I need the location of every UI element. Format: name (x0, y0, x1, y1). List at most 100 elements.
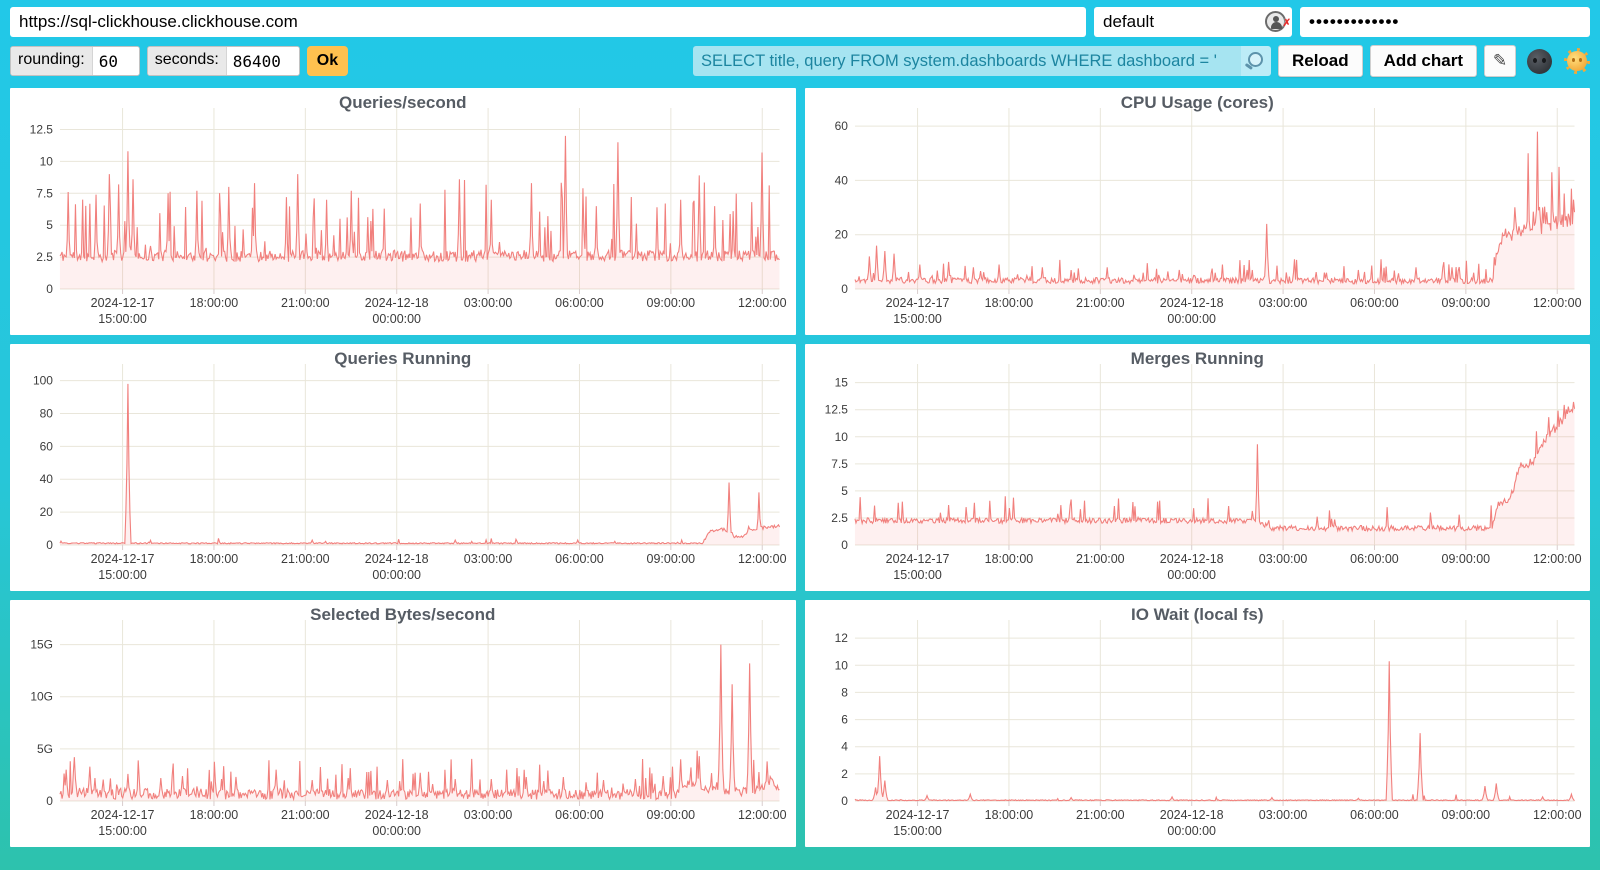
svg-text:03:00:00: 03:00:00 (464, 296, 513, 310)
svg-text:00:00:00: 00:00:00 (372, 824, 421, 838)
controls-toolbar: rounding: seconds: Ok Reload Add chart ✎ (0, 41, 1600, 83)
svg-text:12:00:00: 12:00:00 (1532, 296, 1581, 310)
svg-text:06:00:00: 06:00:00 (555, 296, 604, 310)
svg-text:06:00:00: 06:00:00 (1350, 296, 1399, 310)
svg-text:0: 0 (841, 794, 848, 808)
svg-text:2024-12-17: 2024-12-17 (91, 552, 155, 566)
svg-text:21:00:00: 21:00:00 (1076, 552, 1125, 566)
svg-text:0: 0 (46, 282, 53, 296)
svg-text:03:00:00: 03:00:00 (464, 808, 513, 822)
svg-text:7.5: 7.5 (36, 186, 53, 200)
light-theme-toggle[interactable] (1564, 48, 1590, 74)
svg-text:10: 10 (40, 154, 54, 168)
svg-text:80: 80 (40, 406, 54, 420)
svg-text:18:00:00: 18:00:00 (984, 808, 1033, 822)
svg-text:10: 10 (834, 658, 848, 672)
person-circle-icon[interactable] (1265, 11, 1286, 32)
svg-text:12: 12 (834, 631, 848, 645)
svg-text:4: 4 (841, 740, 848, 754)
svg-text:2: 2 (841, 767, 848, 781)
svg-text:18:00:00: 18:00:00 (190, 296, 239, 310)
server-url-input[interactable] (10, 7, 1086, 37)
chart-canvas[interactable]: 0 2.5 5 7.5 10 12.5 2024-12-17 15:00:00 18:00:00… (10, 88, 796, 335)
svg-text:12:00:00: 12:00:00 (1532, 552, 1581, 566)
svg-text:00:00:00: 00:00:00 (1167, 568, 1216, 582)
svg-text:20: 20 (40, 505, 54, 519)
chart-title: Queries/second (338, 93, 467, 112)
svg-text:09:00:00: 09:00:00 (647, 296, 696, 310)
moon-face-icon (1527, 48, 1552, 74)
connection-bar: ✗ (0, 0, 1600, 41)
svg-text:0: 0 (46, 538, 53, 552)
svg-text:18:00:00: 18:00:00 (984, 552, 1033, 566)
svg-text:12:00:00: 12:00:00 (738, 552, 787, 566)
svg-text:0: 0 (841, 538, 848, 552)
svg-text:21:00:00: 21:00:00 (1076, 296, 1125, 310)
seconds-control: seconds: (146, 46, 300, 76)
svg-text:09:00:00: 09:00:00 (647, 552, 696, 566)
rounding-input[interactable] (92, 47, 139, 75)
svg-text:60: 60 (834, 119, 848, 133)
username-field-wrap: ✗ (1094, 7, 1292, 37)
seconds-input[interactable] (226, 47, 299, 75)
svg-text:00:00:00: 00:00:00 (1167, 824, 1216, 838)
svg-text:8: 8 (841, 685, 848, 699)
chart-title: Queries Running (334, 349, 472, 368)
svg-text:15: 15 (834, 376, 848, 390)
chart-canvas[interactable]: 0 20 40 60 2024-12-17 15:00:00 18:00:00 21:00:0… (805, 88, 1591, 335)
svg-text:60: 60 (40, 439, 54, 453)
svg-text:12:00:00: 12:00:00 (1532, 808, 1581, 822)
svg-text:21:00:00: 21:00:00 (1076, 808, 1125, 822)
reload-button[interactable]: Reload (1277, 45, 1363, 77)
svg-text:2024-12-17: 2024-12-17 (885, 808, 949, 822)
svg-text:12:00:00: 12:00:00 (738, 296, 787, 310)
chart-panel-merges-running: Merges Running 0 2.5 5 7.5 10 12.5 15 2024-12-1… (804, 344, 1591, 591)
chart-title: Selected Bytes/second (310, 605, 496, 624)
svg-text:00:00:00: 00:00:00 (372, 568, 421, 582)
svg-text:06:00:00: 06:00:00 (555, 808, 604, 822)
svg-text:12.5: 12.5 (824, 403, 848, 417)
svg-text:2.5: 2.5 (831, 511, 848, 525)
svg-text:15:00:00: 15:00:00 (98, 312, 147, 326)
red-x-badge-icon: ✗ (1282, 18, 1291, 29)
svg-text:03:00:00: 03:00:00 (1258, 808, 1307, 822)
dark-theme-toggle[interactable] (1527, 48, 1553, 74)
svg-text:2024-12-17: 2024-12-17 (885, 552, 949, 566)
svg-text:06:00:00: 06:00:00 (1350, 808, 1399, 822)
username-input[interactable] (1094, 7, 1292, 37)
svg-text:2024-12-18: 2024-12-18 (365, 296, 429, 310)
chart-title: IO Wait (local fs) (1130, 605, 1264, 624)
svg-text:15:00:00: 15:00:00 (893, 568, 942, 582)
chart-title: Merges Running (1130, 349, 1264, 368)
add-chart-button[interactable]: Add chart (1369, 45, 1477, 77)
svg-text:20: 20 (834, 228, 848, 242)
search-icon[interactable] (1240, 46, 1271, 76)
chart-canvas[interactable]: 0 20 40 60 80 100 2024-12-17 15:00:00 18:00:00 21… (10, 344, 796, 591)
chart-canvas[interactable]: 0 2.5 5 7.5 10 12.5 15 2024-12-17 15:00:00 18:00:… (805, 344, 1591, 591)
svg-text:06:00:00: 06:00:00 (1350, 552, 1399, 566)
svg-text:15:00:00: 15:00:00 (893, 824, 942, 838)
ok-button[interactable]: Ok (306, 46, 349, 76)
dashboard-query-input[interactable] (692, 46, 1241, 76)
dashboard-grid: Queries/second 0 2.5 5 7.5 10 12.5 2024-12-17 1… (0, 83, 1600, 860)
svg-text:6: 6 (841, 713, 848, 727)
rounding-control: rounding: (10, 46, 140, 76)
chart-title: CPU Usage (cores) (1120, 93, 1274, 112)
svg-text:21:00:00: 21:00:00 (281, 808, 330, 822)
svg-text:2024-12-18: 2024-12-18 (365, 808, 429, 822)
svg-text:18:00:00: 18:00:00 (984, 296, 1033, 310)
svg-text:12:00:00: 12:00:00 (738, 808, 787, 822)
password-input[interactable] (1300, 7, 1590, 37)
svg-text:40: 40 (40, 472, 54, 486)
svg-text:10G: 10G (30, 690, 53, 704)
svg-text:2024-12-18: 2024-12-18 (1159, 296, 1223, 310)
svg-text:2024-12-17: 2024-12-17 (91, 296, 155, 310)
svg-text:2024-12-18: 2024-12-18 (1159, 808, 1223, 822)
svg-text:18:00:00: 18:00:00 (190, 552, 239, 566)
chart-canvas[interactable]: 0 2 4 6 8 10 12 2024-12-17 15:00:00 18:00:00 21:00… (805, 600, 1591, 847)
chart-panel-cpu-usage: CPU Usage (cores) 0 20 40 60 2024-12-17 15:00… (804, 88, 1591, 335)
chart-canvas[interactable]: 0 5G 10G 15G 2024-12-17 15:00:00 18:00:00 21:00… (10, 600, 796, 847)
svg-text:5: 5 (841, 484, 848, 498)
svg-text:100: 100 (33, 374, 53, 388)
edit-pencil-icon[interactable]: ✎ (1484, 45, 1516, 77)
